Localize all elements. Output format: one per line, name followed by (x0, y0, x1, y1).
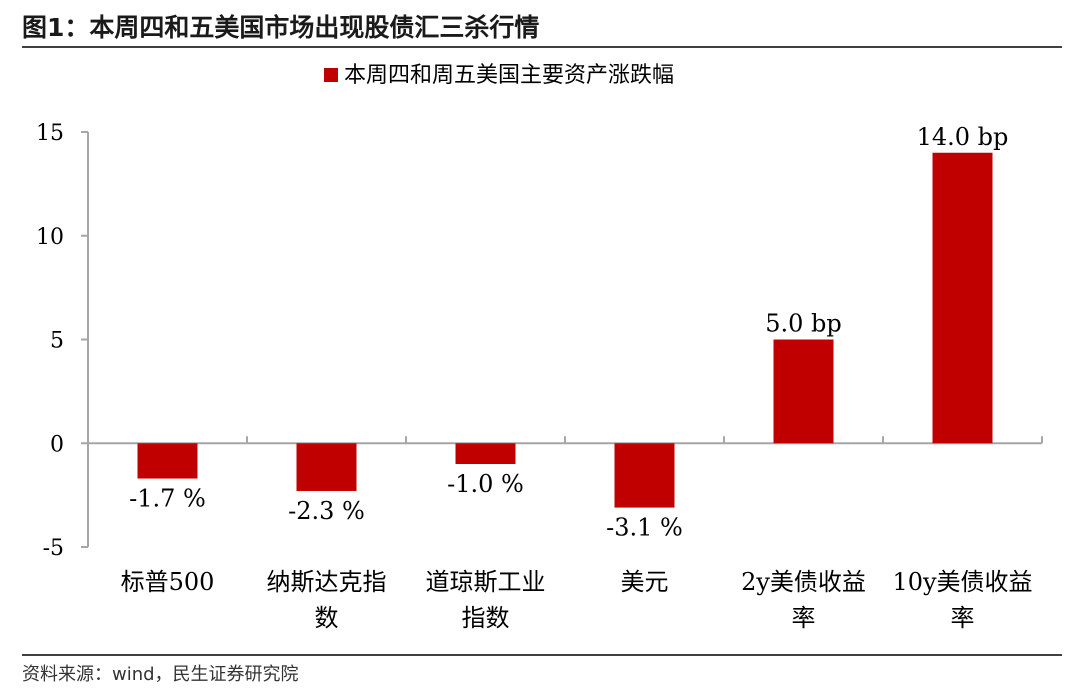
category-label: 标普500 (121, 568, 215, 596)
y-tick-label: 15 (36, 121, 64, 146)
category-label: 道琼斯工业 (426, 568, 546, 596)
bar (455, 443, 516, 464)
bar (773, 339, 834, 444)
chart-bars (137, 152, 993, 508)
bar (137, 443, 198, 479)
data-label: -3.1 % (606, 514, 683, 542)
category-label: 10y美债收益 (892, 568, 1032, 596)
y-tick-label: 10 (36, 225, 64, 250)
figure-title: 图1：本周四和五美国市场出现股债汇三杀行情 (22, 13, 540, 42)
category-label: 率 (792, 604, 816, 632)
category-label: 指数 (462, 604, 510, 632)
category-label: 率 (951, 604, 975, 632)
data-label: -1.7 % (129, 485, 206, 513)
data-label: -1.0 % (447, 470, 524, 498)
bar (932, 152, 993, 444)
figure-source: 资料来源：wind，民生证券研究院 (22, 654, 1062, 686)
chart-data-labels: -1.7 % -2.3 % -1.0 % -3.1 % 5.0 bp 14.0 bp (129, 123, 1008, 542)
category-label: 美元 (621, 568, 669, 596)
bar (614, 443, 675, 508)
legend-swatch (324, 68, 338, 82)
legend-label: 本周四和周五美国主要资产涨跌幅 (344, 63, 674, 88)
data-label: 5.0 bp (765, 310, 842, 338)
chart-legend: 本周四和周五美国主要资产涨跌幅 (324, 63, 674, 88)
y-tick-label: -5 (43, 536, 64, 561)
category-label: 2y美债收益 (741, 568, 866, 596)
data-label: -2.3 % (288, 497, 365, 525)
bar (296, 443, 357, 491)
y-tick-label: 5 (50, 329, 64, 354)
chart-axes: -5 0 5 10 15 (36, 121, 1043, 561)
data-label: 14.0 bp (917, 123, 1009, 151)
y-tick-label: 0 (50, 432, 64, 457)
figure-header: 图1：本周四和五美国市场出现股债汇三杀行情 (22, 6, 1062, 48)
category-label: 数 (315, 604, 339, 632)
category-label: 纳斯达克指 (267, 568, 387, 596)
